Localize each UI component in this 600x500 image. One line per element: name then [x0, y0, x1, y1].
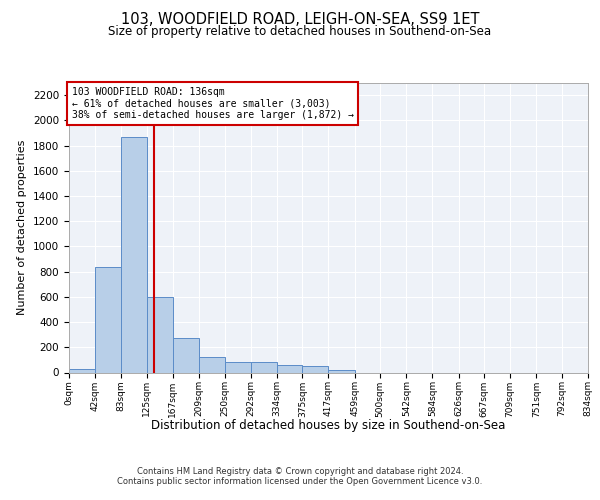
Bar — [173, 338, 199, 372]
Bar — [121, 136, 147, 372]
Bar — [251, 362, 277, 372]
Bar — [329, 370, 355, 372]
Bar — [224, 362, 251, 372]
Bar — [277, 365, 302, 372]
Bar — [69, 368, 95, 372]
Bar — [302, 366, 329, 372]
Text: 103 WOODFIELD ROAD: 136sqm
← 61% of detached houses are smaller (3,003)
38% of s: 103 WOODFIELD ROAD: 136sqm ← 61% of deta… — [71, 87, 353, 120]
Text: Contains HM Land Registry data © Crown copyright and database right 2024.: Contains HM Land Registry data © Crown c… — [137, 467, 463, 476]
Y-axis label: Number of detached properties: Number of detached properties — [17, 140, 28, 315]
Text: Size of property relative to detached houses in Southend-on-Sea: Size of property relative to detached ho… — [109, 25, 491, 38]
Bar — [199, 358, 224, 372]
X-axis label: Distribution of detached houses by size in Southend-on-Sea: Distribution of detached houses by size … — [151, 420, 506, 432]
Bar — [147, 297, 173, 372]
Bar — [95, 266, 121, 372]
Text: Contains public sector information licensed under the Open Government Licence v3: Contains public sector information licen… — [118, 477, 482, 486]
Text: 103, WOODFIELD ROAD, LEIGH-ON-SEA, SS9 1ET: 103, WOODFIELD ROAD, LEIGH-ON-SEA, SS9 1… — [121, 12, 479, 28]
